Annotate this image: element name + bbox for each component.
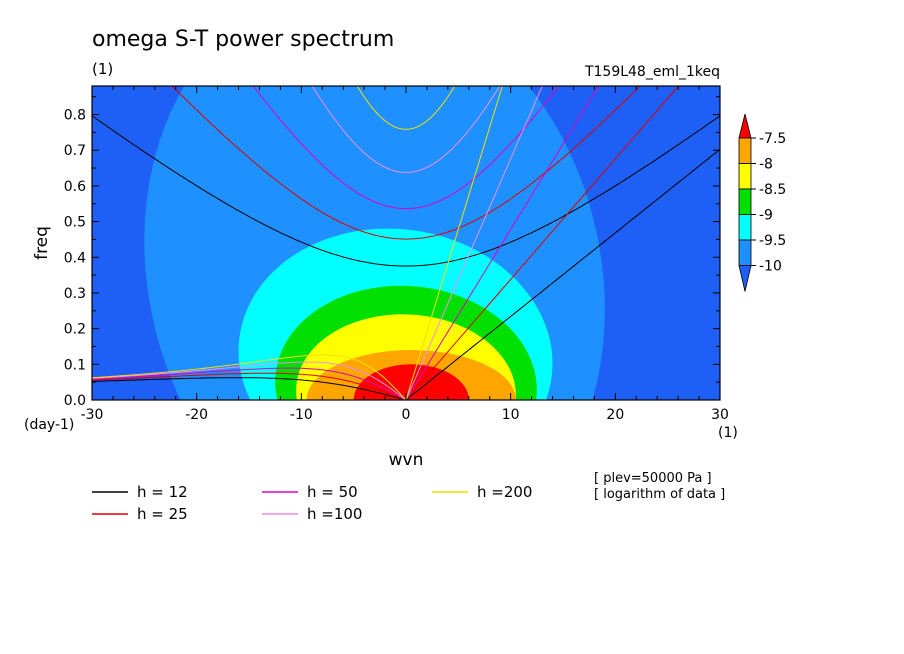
kelvin-curve-h50: [405, 86, 600, 400]
x-tick-label: 0: [402, 407, 411, 423]
y-tick-label: 0.7: [64, 143, 86, 159]
colorbar-label: -8: [759, 157, 773, 173]
units-label: (1): [92, 60, 113, 78]
legend-label: h = 12: [137, 483, 188, 501]
legend: h = 12 h = 25 h = 50 h =100 h =200: [92, 483, 532, 523]
x-tick-label: -10: [290, 407, 313, 423]
chart-title: omega S-T power spectrum: [92, 27, 394, 52]
rossby-curve-h12: [92, 377, 407, 400]
x-tick-label: 10: [502, 407, 520, 423]
colorbar-segment: [738, 163, 752, 190]
rossby-curve-h200: [92, 354, 407, 400]
y-tick-label: 0.3: [64, 286, 86, 302]
x-tick-label: -30: [81, 407, 104, 423]
y-tick-label: 0.5: [64, 215, 86, 231]
colorbar-arrow-bottom: [738, 265, 752, 292]
x-unit-label: (1): [718, 425, 738, 441]
x-tick-label: 20: [606, 407, 624, 423]
dispersion-curves: [92, 86, 720, 400]
rossby-curve-h50: [92, 367, 407, 400]
y-axis: 0.0 0.1 0.2 0.3 0.4 0.5 0.6 0.7 0.8: [64, 96, 720, 409]
kelvin-curve-h12: [405, 148, 720, 400]
kelvin-curve-h25: [405, 86, 680, 400]
y-tick-label: 0.0: [64, 393, 86, 409]
legend-label: h =200: [477, 483, 532, 501]
rossby-curve-h25: [92, 372, 407, 400]
colorbar-arrow-top: [738, 113, 752, 139]
gravity-curve-h12: [92, 115, 720, 267]
run-label: T159L48_eml_1keq: [584, 64, 720, 80]
annotation-plev: [ plev=50000 Pa ]: [594, 471, 712, 486]
plot-area: [92, 86, 720, 400]
colorbar: -7.5 -8 -8.5 -9 -9.5 -10: [738, 113, 786, 292]
kelvin-curve-h200: [405, 86, 503, 400]
gravity-curve-h100: [311, 86, 501, 173]
colorbar-segment: [738, 188, 752, 215]
annotation-log: [ logarithm of data ]: [594, 487, 725, 502]
colorbar-label: -10: [759, 259, 782, 275]
colorbar-label: -8.5: [759, 182, 786, 198]
y-tick-label: 0.4: [64, 250, 86, 266]
kelvin-curve-h100: [405, 86, 543, 400]
legend-label: h = 50: [307, 483, 358, 501]
rossby-curve-h100: [92, 361, 407, 400]
y-tick-label: 0.6: [64, 179, 86, 195]
x-tick-label: 30: [711, 407, 729, 423]
y-tick-label: 0.1: [64, 357, 86, 373]
y-unit-label: (day-1): [24, 417, 74, 433]
x-tick-label: -20: [185, 407, 208, 423]
y-axis-label: freq: [32, 226, 52, 260]
colorbar-label: -9: [759, 208, 773, 224]
colorbar-segment: [738, 239, 752, 266]
y-tick-label: 0.2: [64, 322, 86, 338]
shaded-contours: [144, 86, 605, 400]
colorbar-label: -7.5: [759, 131, 786, 147]
gravity-curve-h50: [252, 86, 560, 210]
y-tick-label: 0.8: [64, 108, 86, 124]
colorbar-segment: [738, 137, 752, 164]
x-axis: -30 -20 -10 0 10 20 30: [81, 86, 729, 423]
legend-label: h = 25: [137, 505, 188, 523]
colorbar-label: -9.5: [759, 233, 786, 249]
gravity-curve-h25: [171, 86, 641, 240]
legend-label: h =100: [307, 505, 362, 523]
colorbar-segment: [738, 214, 752, 241]
x-axis-label: wvn: [389, 450, 424, 470]
gravity-curve-h200: [356, 86, 456, 130]
